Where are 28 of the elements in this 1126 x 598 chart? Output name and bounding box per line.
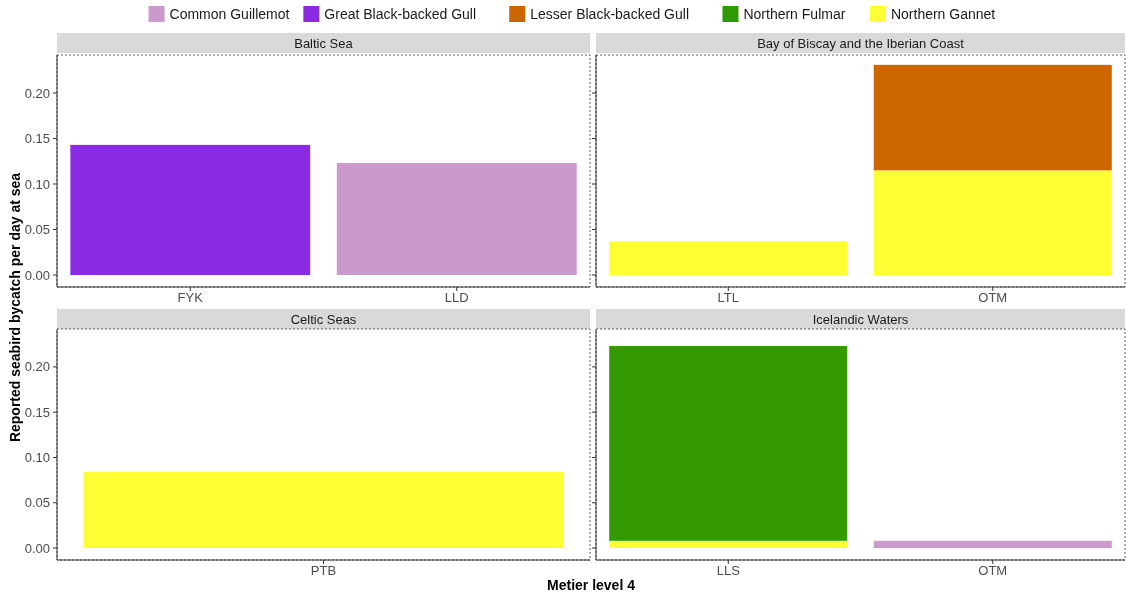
y-tick-label: 0.05 xyxy=(24,495,50,511)
x-axis-title: Metier level 4 xyxy=(547,577,636,593)
x-tick-label: OTM xyxy=(978,290,1008,305)
legend-label: Common Guillemot xyxy=(169,6,290,22)
y-tick-label: 0.15 xyxy=(24,404,50,420)
y-axis-title: Reported seabird bycatch per day at sea xyxy=(7,172,23,443)
y-tick-label: 0.20 xyxy=(24,85,50,101)
y-tick-label: 0.15 xyxy=(24,131,50,147)
x-tick-label: LTL xyxy=(717,290,739,305)
legend-label: Northern Fulmar xyxy=(743,6,846,22)
chart-title: Bay of Biscay and the Iberian Coast xyxy=(757,36,965,51)
x-tick-label: OTM xyxy=(978,563,1008,578)
chart-title: Celtic Seas xyxy=(290,312,357,327)
chart-title: Icelandic Waters xyxy=(812,312,909,327)
chart-title: Baltic Sea xyxy=(294,36,354,51)
legend-label: Great Black-backed Gull xyxy=(324,6,477,22)
x-tick-label: PTB xyxy=(310,563,337,578)
y-tick-label: 0.20 xyxy=(24,359,50,375)
x-tick-label: LLD xyxy=(444,290,469,305)
y-tick-label: 0.05 xyxy=(24,222,50,238)
x-tick-label: LLS xyxy=(716,563,741,578)
y-tick-label: 0.00 xyxy=(24,267,50,283)
x-tick-label: FYK xyxy=(177,290,204,305)
y-tick-label: 0.10 xyxy=(24,450,50,465)
legend-label: Lesser Black-backed Gull xyxy=(530,6,689,22)
y-tick-label: 0.10 xyxy=(24,176,50,192)
y-tick-label: 0.00 xyxy=(24,540,50,556)
legend-label: Northern Gannet xyxy=(890,6,996,22)
